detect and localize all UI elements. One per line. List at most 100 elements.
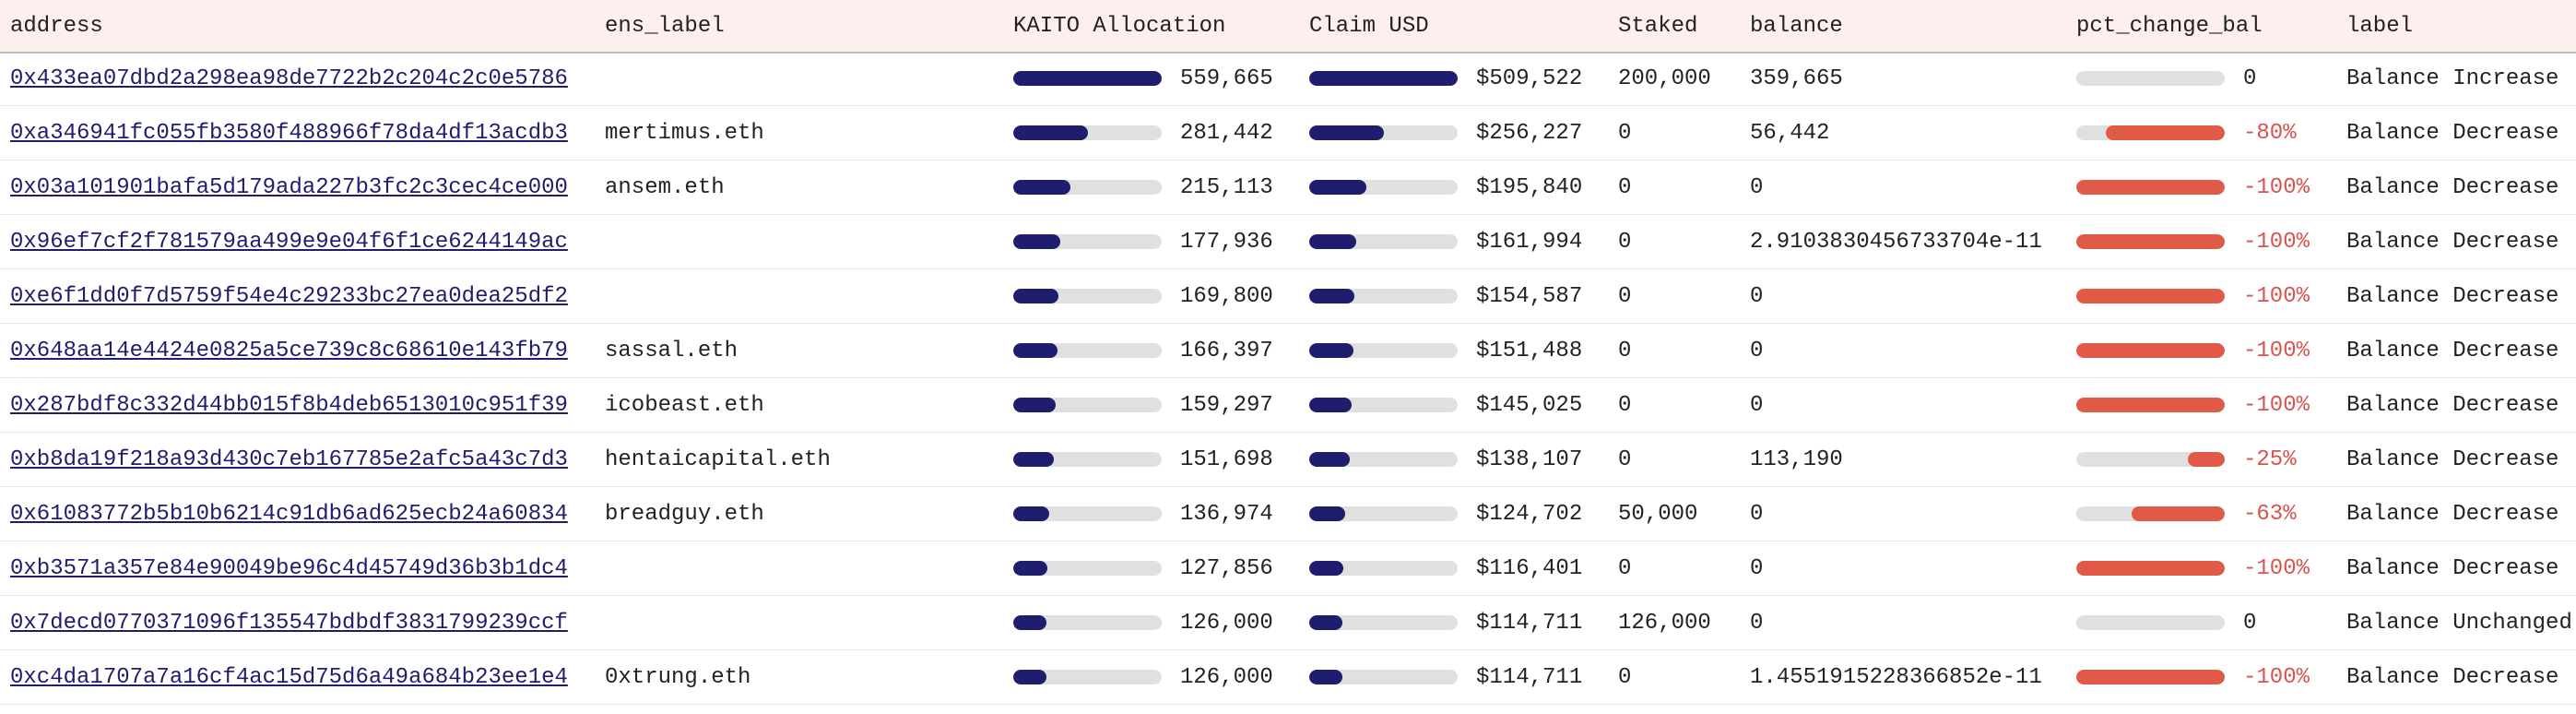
cell-text: 126,000 xyxy=(1618,610,1711,636)
table-row: 0x96ef7cf2f781579aa499e9e04f6f1ce6244149… xyxy=(0,215,2576,269)
cell-text: 0 xyxy=(1618,338,1632,363)
cell-value: 0 xyxy=(2243,610,2257,636)
bar-track xyxy=(1309,125,1458,140)
cell-text: 0 xyxy=(1618,120,1632,146)
cell-value: -100% xyxy=(2243,664,2310,690)
address-link[interactable]: 0x96ef7cf2f781579aa499e9e04f6f1ce6244149… xyxy=(10,229,568,255)
cell-value: -100% xyxy=(2243,283,2310,309)
address-link[interactable]: 0x648aa14e4424e0825a5ce739c8c68610e143fb… xyxy=(10,338,568,363)
column-header: label xyxy=(2346,13,2414,39)
cell-value: $256,227 xyxy=(1476,120,1583,146)
cell-value: -63% xyxy=(2243,501,2297,527)
table-row: 0xb8da19f218a93d430c7eb167785e2afc5a43c7… xyxy=(0,433,2576,487)
table-row: 0xc4da1707a7a16cf4ac15d75d6a49a684b23ee1… xyxy=(0,650,2576,705)
cell-text: 0 xyxy=(1750,610,1764,636)
cell-value: 215,113 xyxy=(1180,174,1273,200)
cell-value: 0 xyxy=(2243,65,2257,91)
value-bar xyxy=(1013,452,1054,467)
bar-track xyxy=(1013,398,1162,412)
pct-bar xyxy=(2076,180,2225,195)
cell-text: Balance Unchanged xyxy=(2346,610,2572,636)
table-row: 0x03a101901bafa5d179ada227b3fc2c3cec4ce0… xyxy=(0,161,2576,215)
value-bar xyxy=(1013,398,1056,412)
cell-text: mertimus.eth xyxy=(605,120,764,146)
bar-track xyxy=(2076,180,2225,195)
address-link[interactable]: 0x61083772b5b10b6214c91db6ad625ecb24a608… xyxy=(10,501,568,527)
cell-text: ansem.eth xyxy=(605,174,725,200)
cell-text: 0 xyxy=(1618,446,1632,472)
value-bar xyxy=(1013,670,1047,684)
cell-text: sassal.eth xyxy=(605,338,739,363)
address-link[interactable]: 0x433ea07dbd2a298ea98de7722b2c204c2c0e57… xyxy=(10,65,568,91)
cell-text: breadguy.eth xyxy=(605,501,764,527)
column-header: balance xyxy=(1750,13,1843,39)
cell-value: -100% xyxy=(2243,555,2310,581)
cell-text: 0 xyxy=(1750,392,1764,418)
cell-value: 127,856 xyxy=(1180,555,1273,581)
cell-text: 0 xyxy=(1750,283,1764,309)
address-link[interactable]: 0x03a101901bafa5d179ada227b3fc2c3cec4ce0… xyxy=(10,174,568,200)
cell-text: 1.4551915228366852e-11 xyxy=(1750,664,2042,690)
address-link[interactable]: 0xc4da1707a7a16cf4ac15d75d6a49a684b23ee1… xyxy=(10,664,568,690)
cell-text: 359,665 xyxy=(1750,65,1843,91)
value-bar xyxy=(1013,561,1047,576)
address-link[interactable]: 0x287bdf8c332d44bb015f8b4deb6513010c951f… xyxy=(10,392,568,418)
value-bar xyxy=(1013,71,1162,86)
bar-track xyxy=(1309,506,1458,521)
cell-text: 0 xyxy=(1618,664,1632,690)
value-bar xyxy=(1309,234,1357,249)
cell-value: 136,974 xyxy=(1180,501,1273,527)
cell-value: -25% xyxy=(2243,446,2297,472)
bar-track xyxy=(1309,71,1458,86)
value-bar xyxy=(1309,125,1384,140)
cell-value: -100% xyxy=(2243,174,2310,200)
bar-track xyxy=(2076,452,2225,467)
cell-text: 113,190 xyxy=(1750,446,1843,472)
bar-track xyxy=(2076,670,2225,684)
pct-bar xyxy=(2076,343,2225,358)
cell-text: 50,000 xyxy=(1618,501,1698,527)
cell-value: 166,397 xyxy=(1180,338,1273,363)
cell-text: Balance Decrease xyxy=(2346,392,2559,418)
value-bar xyxy=(1309,506,1346,521)
cell-value: 177,936 xyxy=(1180,229,1273,255)
cell-value: -100% xyxy=(2243,338,2310,363)
address-link[interactable]: 0xa346941fc055fb3580f488966f78da4df13acd… xyxy=(10,120,568,146)
value-bar xyxy=(1013,234,1061,249)
address-link[interactable]: 0xb8da19f218a93d430c7eb167785e2afc5a43c7… xyxy=(10,446,568,472)
bar-track xyxy=(2076,234,2225,249)
bar-track xyxy=(2076,71,2225,86)
cell-value: 169,800 xyxy=(1180,283,1273,309)
value-bar xyxy=(1309,670,1343,684)
cell-text: 56,442 xyxy=(1750,120,1830,146)
table-row: 0x433ea07dbd2a298ea98de7722b2c204c2c0e57… xyxy=(0,52,2576,106)
value-bar xyxy=(1013,343,1058,358)
cell-text: Balance Decrease xyxy=(2346,174,2559,200)
cell-text: Balance Decrease xyxy=(2346,283,2559,309)
column-header: Claim USD xyxy=(1309,13,1429,39)
address-link[interactable]: 0xe6f1dd0f7d5759f54e4c29233bc27ea0dea25d… xyxy=(10,283,568,309)
cell-value: -100% xyxy=(2243,229,2310,255)
pct-bar xyxy=(2131,506,2225,521)
cell-text: 0 xyxy=(1618,555,1632,581)
cell-text: icobeast.eth xyxy=(605,392,764,418)
table-row: 0xa346941fc055fb3580f488966f78da4df13acd… xyxy=(0,106,2576,161)
value-bar xyxy=(1309,452,1350,467)
bar-track xyxy=(2076,506,2225,521)
cell-value: 559,665 xyxy=(1180,65,1273,91)
bar-track xyxy=(2076,289,2225,303)
column-header: pct_change_bal xyxy=(2076,13,2263,39)
bar-track xyxy=(2076,343,2225,358)
address-link[interactable]: 0x7decd0770371096f135547bdbdf3831799239c… xyxy=(10,610,568,636)
bar-track xyxy=(1309,343,1458,358)
cell-text: 0 xyxy=(1750,174,1764,200)
value-bar xyxy=(1309,561,1343,576)
bar-track xyxy=(1309,234,1458,249)
cell-text: 0 xyxy=(1618,174,1632,200)
value-bar xyxy=(1013,615,1047,630)
address-link[interactable]: 0xb3571a357e84e90049be96c4d45749d36b3b1d… xyxy=(10,555,568,581)
bar-track xyxy=(1013,670,1162,684)
bar-track xyxy=(1013,506,1162,521)
cell-value: $124,702 xyxy=(1476,501,1583,527)
cell-text: Balance Decrease xyxy=(2346,120,2559,146)
